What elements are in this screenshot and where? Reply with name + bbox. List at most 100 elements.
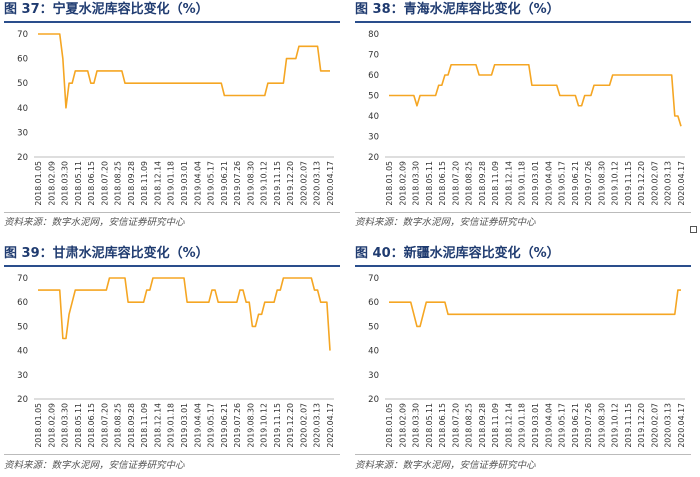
x-tick-label: 2018.05.11 — [74, 161, 83, 206]
x-tick-label: 2018.07.20 — [451, 403, 460, 448]
x-tick-label: 2019.04.04 — [544, 161, 553, 206]
x-tick-label: 2020.02.07 — [650, 161, 659, 206]
x-tick-label: 2019.12.20 — [286, 161, 295, 206]
x-tick-label: 2018.06.15 — [438, 403, 447, 448]
x-tick-label: 2019.06.21 — [571, 161, 580, 206]
x-tick-label: 2019.04.04 — [193, 161, 202, 206]
x-tick-label: 2019.11.15 — [624, 161, 633, 206]
x-tick-label: 2020.04.17 — [677, 161, 686, 206]
x-tick-label: 2020.03.13 — [664, 161, 673, 206]
y-tick-label: 80 — [368, 30, 379, 40]
x-tick-label: 2018.03.30 — [61, 403, 70, 448]
y-tick-label: 20 — [17, 153, 28, 163]
y-tick-label: 40 — [368, 112, 379, 122]
x-tick-label: 2020.02.07 — [299, 403, 308, 448]
y-tick-label: 20 — [368, 153, 379, 163]
x-tick-label: 2019.08.30 — [597, 403, 606, 448]
x-tick-label: 2019.03.01 — [531, 403, 540, 448]
source-rule — [355, 212, 691, 213]
x-tick-label: 2020.02.07 — [650, 403, 659, 448]
x-tick-label: 2019.10.12 — [260, 403, 269, 448]
x-tick-label: 2018.01.05 — [34, 161, 43, 206]
x-tick-label: 2018.02.09 — [47, 161, 56, 206]
x-tick-label: 2019.08.30 — [597, 161, 606, 206]
x-tick-label: 2020.04.17 — [677, 403, 686, 448]
x-tick-label: 2018.08.25 — [114, 403, 123, 448]
x-tick-label: 2019.11.15 — [273, 403, 282, 448]
x-tick-label: 2019.08.30 — [246, 403, 255, 448]
x-tick-label: 2019.10.12 — [611, 403, 620, 448]
x-tick-label: 2018.07.20 — [451, 161, 460, 206]
x-tick-label: 2018.05.11 — [425, 403, 434, 448]
x-tick-label: 2018.01.05 — [385, 403, 394, 448]
y-tick-label: 70 — [17, 30, 28, 40]
x-tick-label: 2018.12.14 — [504, 161, 513, 206]
y-tick-label: 20 — [17, 395, 28, 405]
x-tick-label: 2019.11.15 — [273, 161, 282, 206]
x-tick-label: 2019.01.18 — [518, 403, 527, 448]
x-tick-label: 2018.01.05 — [385, 161, 394, 206]
x-tick-label: 2018.02.09 — [398, 403, 407, 448]
line-chart-38: 20 30 40 50 60 70 80 2018.01.05 2018.02.09 2018.0… — [368, 30, 686, 206]
title-rule — [4, 265, 340, 267]
x-tick-label: 2018.06.15 — [438, 161, 447, 206]
x-tick-label: 2018.11.09 — [140, 161, 149, 206]
x-tick-label: 2018.07.20 — [100, 161, 109, 206]
x-tick-label: 2018.08.25 — [465, 161, 474, 206]
x-tick-label: 2018.09.28 — [127, 403, 136, 448]
x-tick-label: 2018.08.25 — [114, 161, 123, 206]
x-tick-label: 2019.10.12 — [611, 161, 620, 206]
x-tick-label: 2018.12.14 — [153, 403, 162, 448]
source-rule — [355, 454, 691, 455]
source-rule — [4, 212, 340, 213]
x-tick-label: 2018.12.14 — [153, 161, 162, 206]
y-tick-label: 30 — [17, 371, 28, 381]
x-tick-label: 2019.05.17 — [558, 161, 567, 206]
x-tick-label: 2018.06.15 — [87, 403, 96, 448]
x-tick-label: 2018.02.09 — [398, 161, 407, 206]
y-tick-label: 60 — [17, 298, 28, 308]
y-tick-label: 70 — [17, 274, 28, 284]
x-tick-label: 2018.05.11 — [425, 161, 434, 206]
x-tick-label: 2019.01.18 — [167, 403, 176, 448]
x-tick-label: 2018.02.09 — [47, 403, 56, 448]
x-tick-label: 2019.06.21 — [571, 403, 580, 448]
x-tick-label: 2019.08.30 — [246, 161, 255, 206]
y-tick-label: 30 — [17, 128, 28, 138]
y-tick-label: 20 — [368, 395, 379, 405]
y-tick-label: 50 — [17, 322, 28, 332]
x-tick-label: 2019.12.20 — [637, 403, 646, 448]
y-tick-label: 60 — [368, 71, 379, 81]
y-tick-label: 50 — [368, 322, 379, 332]
x-tick-label: 2020.03.13 — [664, 403, 673, 448]
series-line — [389, 63, 682, 127]
x-tick-label: 2019.04.04 — [193, 403, 202, 448]
series-line — [38, 277, 331, 351]
chart-title-38: 图 38：青海水泥库容比变化（%） — [355, 2, 560, 17]
x-tick-label: 2020.04.17 — [326, 161, 335, 206]
title-rule — [4, 21, 340, 23]
x-tick-label: 2018.06.15 — [87, 161, 96, 206]
chart-panel-40: 图 40：新疆水泥库容比变化（%） 20 30 40 50 60 70 2018.01.05… — [355, 244, 691, 477]
series-line — [389, 289, 681, 328]
x-tick-label: 2018.09.28 — [478, 161, 487, 206]
x-tick-label: 2018.01.05 — [34, 403, 43, 448]
x-tick-label: 2019.05.17 — [207, 161, 216, 206]
title-rule — [355, 265, 691, 267]
chart-source-38: 资料来源：数字水泥网，安信证券研究中心 — [355, 217, 536, 228]
y-tick-label: 40 — [368, 347, 379, 357]
line-chart-37: 20 30 40 50 60 70 2018.01.05 2018.02.09 2018.03.… — [17, 30, 335, 206]
chart-panel-38: 图 38：青海水泥库容比变化（%） 20 30 40 50 60 70 80 2018.01.… — [355, 0, 691, 238]
chart-source-39: 资料来源：数字水泥网，安信证券研究中心 — [4, 460, 185, 471]
x-tick-label: 2018.12.14 — [504, 403, 513, 448]
y-tick-label: 40 — [17, 104, 28, 114]
x-tick-label: 2018.03.30 — [412, 403, 421, 448]
x-tick-label: 2019.05.17 — [558, 403, 567, 448]
x-tick-label: 2018.11.09 — [491, 403, 500, 448]
chart-title-39: 图 39：甘肃水泥库容比变化（%） — [4, 246, 209, 261]
x-tick-label: 2018.08.25 — [465, 403, 474, 448]
x-tick-label: 2019.03.01 — [531, 161, 540, 206]
y-tick-label: 50 — [17, 79, 28, 89]
y-tick-label: 60 — [17, 55, 28, 65]
x-tick-label: 2018.03.30 — [61, 161, 70, 206]
